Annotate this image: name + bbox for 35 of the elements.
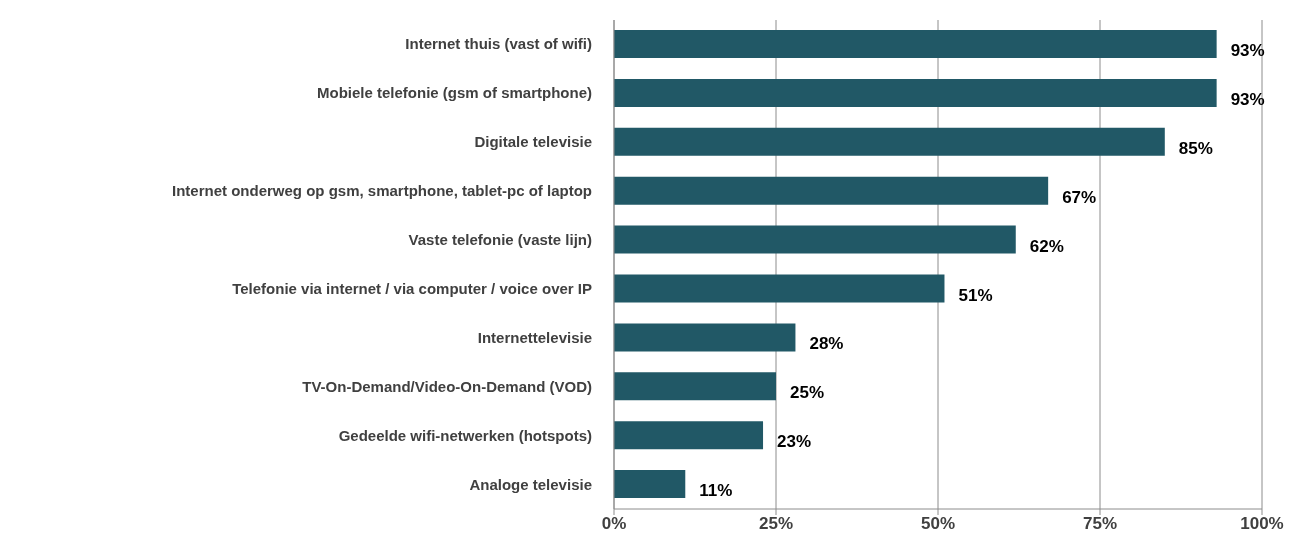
y-tick-label: Digitale televisie bbox=[474, 133, 592, 151]
data-label: 62% bbox=[1029, 236, 1064, 256]
data-label: 85% bbox=[1178, 138, 1213, 158]
bar bbox=[614, 372, 776, 401]
y-tick-label: Gedeelde wifi-netwerken (hotspots) bbox=[338, 426, 592, 444]
data-label: 28% bbox=[809, 334, 844, 354]
y-tick-label: TV-On-Demand/Video-On-Demand (VOD) bbox=[302, 377, 592, 395]
data-label: 51% bbox=[958, 285, 993, 305]
bar bbox=[614, 225, 1016, 254]
data-label: 93% bbox=[1230, 89, 1265, 109]
y-tick-label: Vaste telefonie (vaste lijn) bbox=[408, 231, 592, 249]
x-tick-label: 100% bbox=[1240, 514, 1284, 534]
y-tick-label: Mobiele telefonie (gsm of smartphone) bbox=[316, 84, 592, 102]
y-tick-label: Internet thuis (vast of wifi) bbox=[405, 35, 592, 53]
x-tick-label: 25% bbox=[758, 514, 794, 534]
data-label: 23% bbox=[777, 432, 812, 452]
y-tick-label: Internettelevisie bbox=[477, 328, 592, 346]
x-tick-label: 50% bbox=[920, 514, 956, 534]
bar bbox=[614, 127, 1165, 156]
x-tick-label: 75% bbox=[1082, 514, 1118, 534]
data-label: 93% bbox=[1230, 41, 1265, 60]
data-label: 11% bbox=[699, 481, 733, 501]
y-tick-label: Internet onderweg op gsm, smartphone, tablet-pc of laptop bbox=[171, 182, 592, 200]
bar bbox=[614, 421, 764, 450]
y-tick-label: Analoge televisie bbox=[469, 475, 592, 493]
y-tick-label: Telefonie via internet / via computer / voice over IP bbox=[232, 279, 592, 297]
bar bbox=[614, 323, 796, 352]
bar bbox=[614, 176, 1049, 205]
bar bbox=[614, 30, 1217, 58]
bar bbox=[614, 274, 945, 303]
data-label: 67% bbox=[1062, 187, 1097, 207]
x-tick-label: 0% bbox=[601, 514, 627, 534]
bar bbox=[614, 470, 686, 499]
bar bbox=[614, 78, 1217, 107]
data-label: 25% bbox=[790, 383, 825, 403]
